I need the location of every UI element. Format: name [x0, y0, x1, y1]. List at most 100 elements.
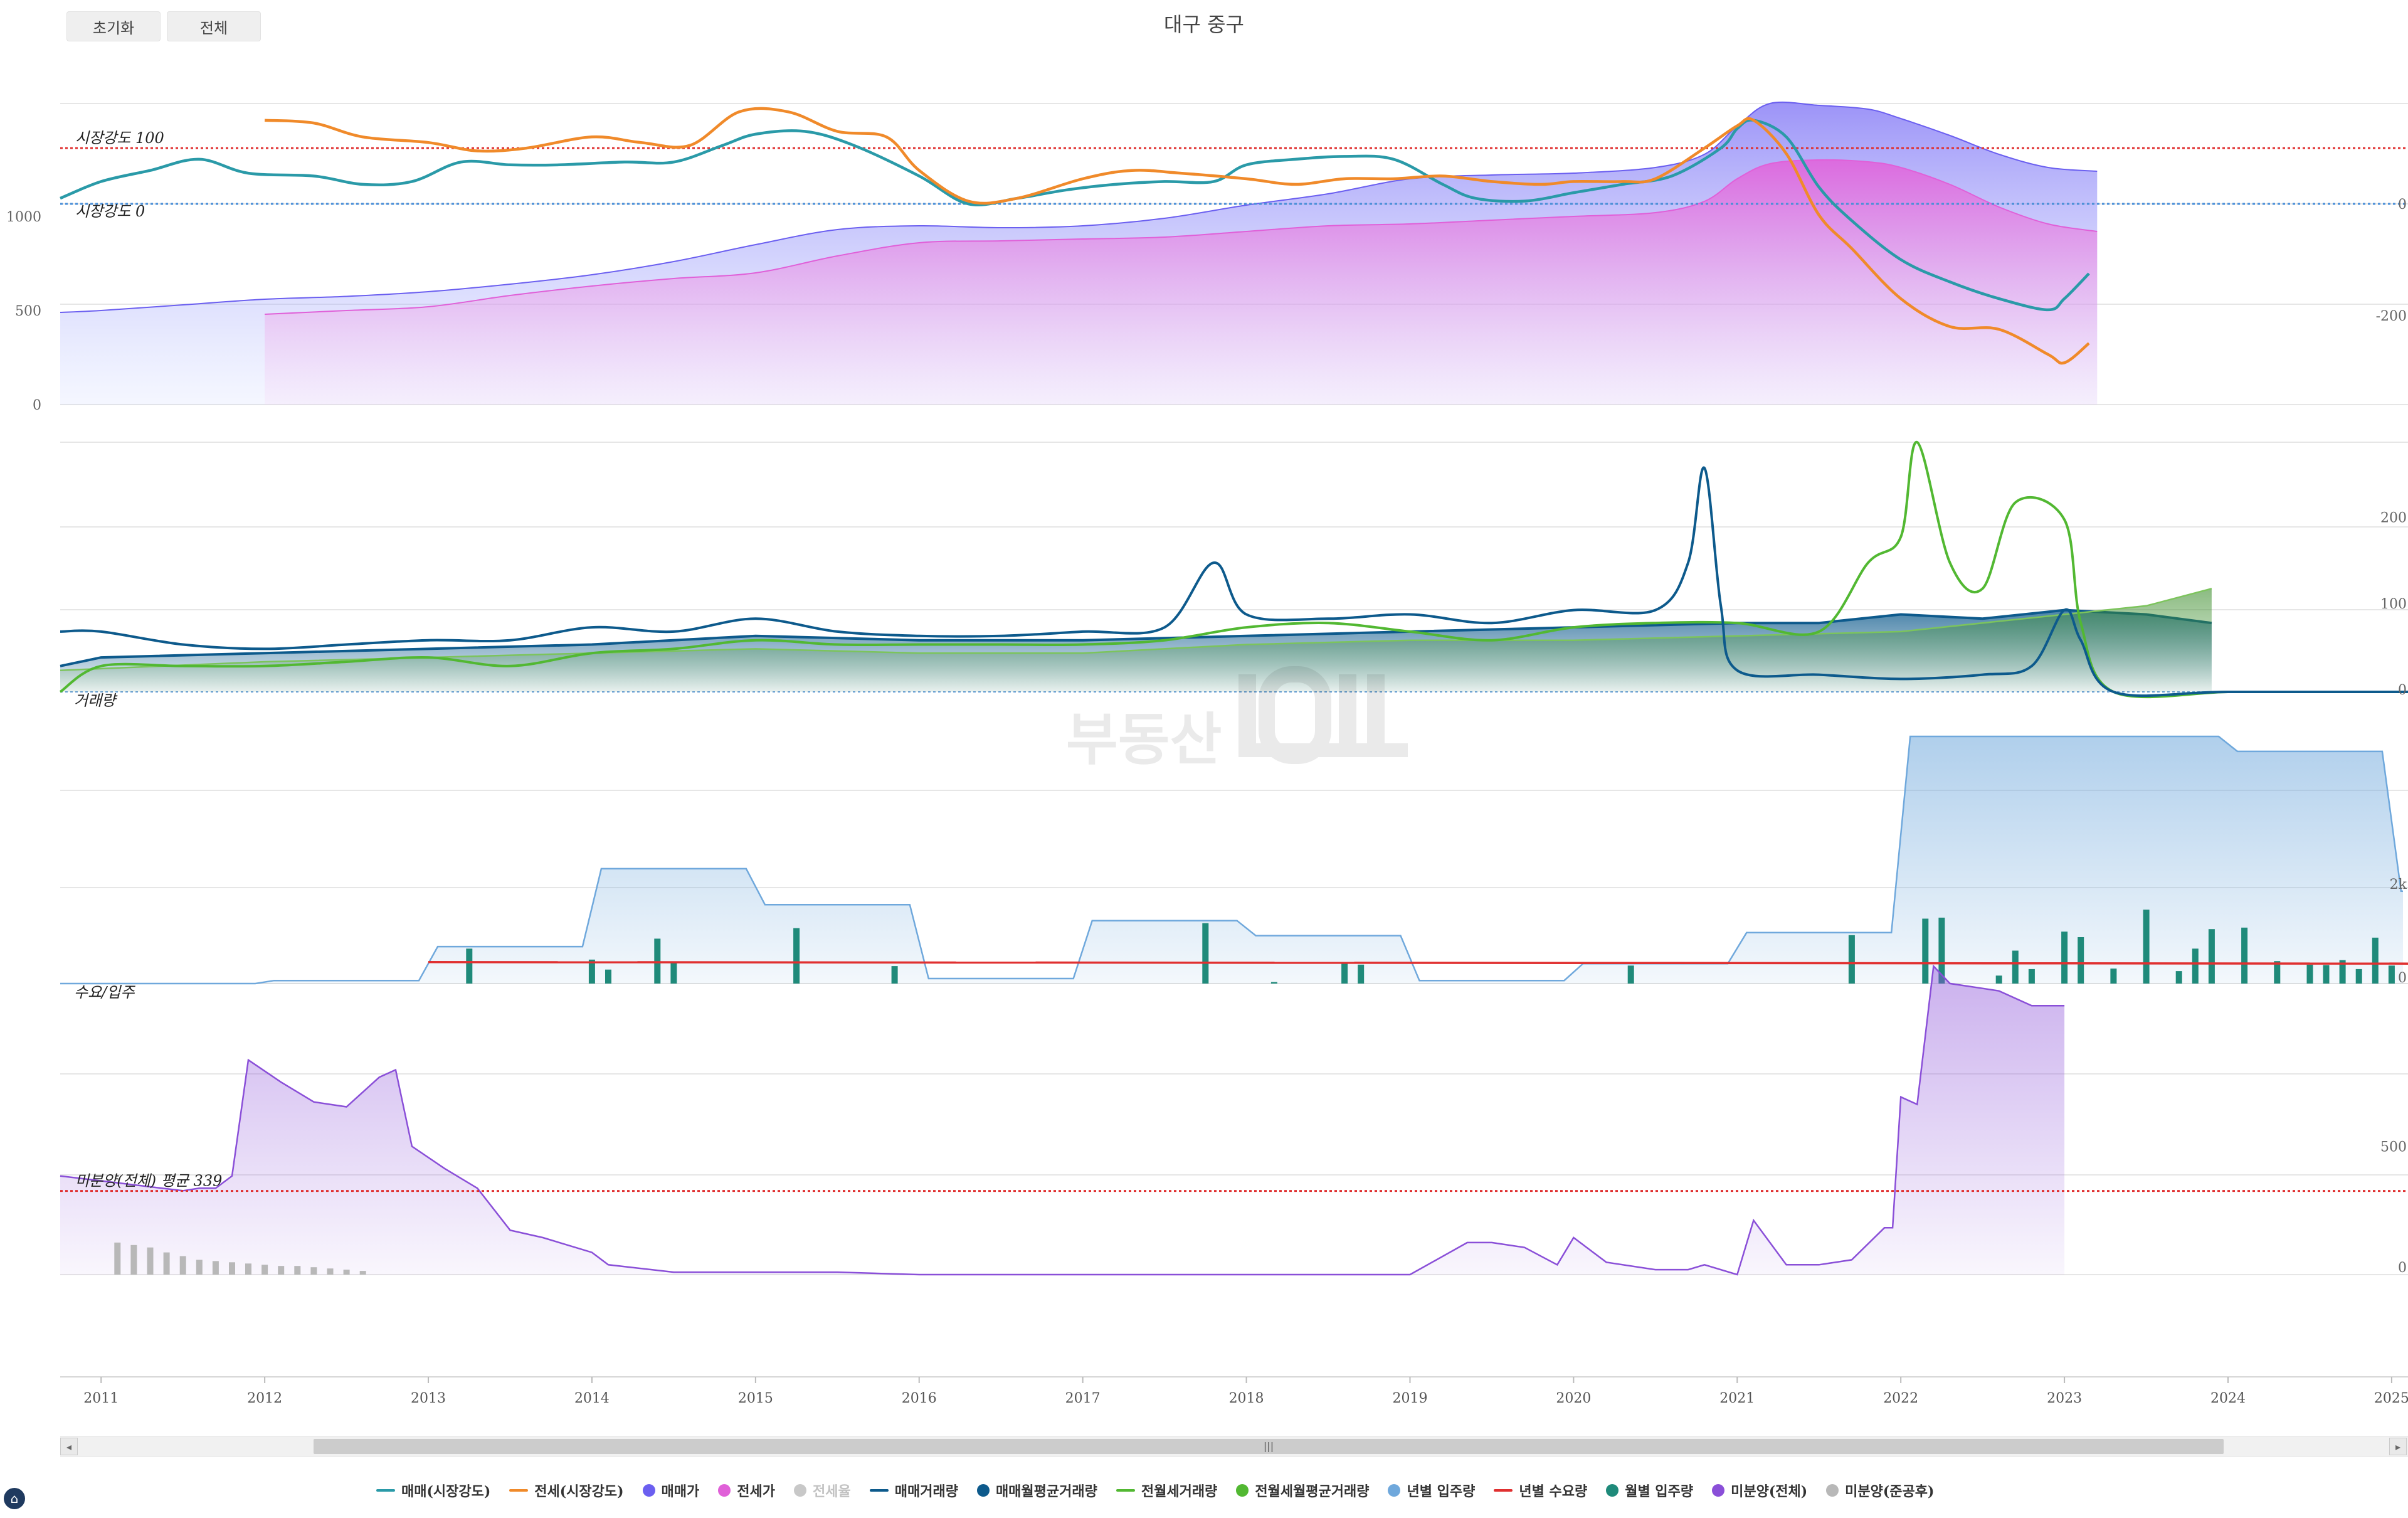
- unsold-completed-bar: [196, 1260, 203, 1275]
- legend-item[interactable]: 전월세거래량: [1116, 1480, 1217, 1500]
- scroll-left-arrow-icon[interactable]: ◂: [60, 1438, 78, 1455]
- monthly-supply-bar: [2355, 969, 2362, 984]
- legend-item[interactable]: 년별 수요량: [1494, 1480, 1587, 1500]
- x-tick-label: 2012: [247, 1391, 282, 1406]
- yearly-supply-line: [60, 735, 2403, 985]
- monthly-supply-bar: [2012, 950, 2019, 984]
- supply-panel-label: 수요/입주: [74, 984, 135, 1001]
- supply-panel: [60, 735, 2408, 985]
- legend-item[interactable]: 전세가: [718, 1480, 775, 1500]
- reset-button[interactable]: 초기화: [66, 11, 161, 41]
- monthly-supply-bar: [654, 938, 661, 984]
- legend-item[interactable]: 매매가: [642, 1480, 700, 1500]
- price-panel: [60, 101, 2408, 405]
- legend-label: 전월세거래량: [1141, 1484, 1218, 1500]
- legend-label: 전세율: [813, 1484, 851, 1500]
- monthly-supply-bar: [793, 928, 800, 984]
- x-tick-label: 2013: [411, 1391, 446, 1406]
- legend-item[interactable]: 년별 입주량: [1388, 1480, 1475, 1500]
- monthly-supply-bar: [588, 959, 595, 984]
- legend-item[interactable]: 미분양(준공후): [1826, 1480, 1934, 1500]
- x-tick-label: 2024: [2210, 1391, 2246, 1406]
- scrollbar-thumb[interactable]: |||: [314, 1439, 2224, 1454]
- monthly-supply-bar: [891, 966, 898, 984]
- legend-label: 년별 수요량: [1519, 1484, 1588, 1500]
- watermark: 부동산: [1066, 666, 1408, 773]
- legend-dot-icon: [794, 1484, 806, 1497]
- monthly-supply-bar: [2078, 937, 2084, 984]
- legend-label: 미분양(준공후): [1845, 1484, 1935, 1500]
- legend-dot-icon: [1236, 1484, 1249, 1497]
- unsold-completed-bar: [327, 1268, 334, 1275]
- legend-item[interactable]: 전세(시장강도): [509, 1480, 624, 1500]
- volume-panel-label: 거래량: [74, 692, 118, 709]
- legend-dot-icon: [1712, 1484, 1725, 1497]
- x-tick-label: 2016: [902, 1391, 937, 1406]
- x-tick-label: 2022: [1883, 1391, 1918, 1406]
- monthly-supply-bar: [605, 969, 611, 984]
- monthly-supply-bar: [2175, 971, 2182, 984]
- unsold-average-label: 미분양(전체) 평균 339: [75, 1172, 222, 1190]
- monthly-supply-bar: [1341, 963, 1348, 984]
- legend-dot-icon: [642, 1484, 655, 1497]
- unsold-completed-bar: [294, 1266, 301, 1275]
- monthly-supply-bar: [1995, 975, 2002, 984]
- unsold-completed-bar: [179, 1256, 186, 1275]
- x-tick-label: 2020: [1556, 1391, 1591, 1406]
- legend-label: 전월세월평균거래량: [1255, 1484, 1370, 1500]
- brand-logo-icon: ⌂: [4, 1488, 25, 1509]
- price-left-tick: 0: [33, 398, 41, 413]
- monthly-supply-bar: [2192, 948, 2199, 984]
- monthly-supply-bar: [2339, 960, 2346, 984]
- legend-line-icon: [869, 1489, 889, 1492]
- monthly-supply-bar: [2110, 969, 2117, 984]
- volume-right-tick: 0: [2398, 682, 2407, 698]
- legend-line-icon: [376, 1489, 395, 1492]
- legend-label: 매매가: [661, 1484, 700, 1500]
- sale-price-line: [60, 101, 2098, 313]
- supply-right-tick: 0: [2398, 970, 2407, 986]
- legend-line-icon: [1116, 1489, 1135, 1492]
- monthly-supply-bar: [1627, 965, 1634, 984]
- legend-item[interactable]: 매매월평균거래량: [976, 1480, 1097, 1500]
- legend-item[interactable]: 미분양(전체): [1712, 1480, 1807, 1500]
- monthly-supply-bar: [2143, 910, 2150, 984]
- unsold-completed-bar: [163, 1252, 170, 1275]
- x-tick-label: 2014: [574, 1391, 610, 1406]
- range-scrollbar[interactable]: |||: [60, 1436, 2408, 1457]
- svg-text:부동산: 부동산: [1066, 707, 1222, 773]
- volume-right-tick: 100: [2380, 597, 2407, 612]
- scroll-right-arrow-icon[interactable]: ▸: [2389, 1438, 2407, 1455]
- legend-item[interactable]: 매매거래량: [869, 1480, 958, 1500]
- legend-item[interactable]: 전월세월평균거래량: [1236, 1480, 1369, 1500]
- legend-item[interactable]: 전세율: [794, 1480, 851, 1500]
- unsold-completed-bar: [343, 1270, 350, 1275]
- supply-right-tick: 2k: [2390, 877, 2407, 893]
- jeonse-volume-line: [59, 440, 2408, 699]
- x-tick-label: 2021: [1719, 1391, 1755, 1406]
- unsold-completed-bar: [261, 1265, 268, 1275]
- unsold-right-tick: 500: [2380, 1139, 2407, 1155]
- monthly-supply-bar: [1270, 982, 1277, 984]
- all-range-button[interactable]: 전체: [167, 11, 261, 41]
- ref-label-strength-0: 시장강도 0: [75, 203, 145, 220]
- unsold-completed-bar: [114, 1242, 121, 1275]
- legend-item[interactable]: 매매(시장강도): [376, 1480, 490, 1500]
- x-tick-label: 2019: [1392, 1391, 1427, 1406]
- legend-label: 전세가: [737, 1484, 775, 1500]
- monthly-supply-bar: [2208, 929, 2215, 984]
- yearly-demand-line: [428, 961, 2408, 965]
- chart-title: 대구 중구: [1164, 13, 1244, 36]
- legend-label: 년별 입주량: [1407, 1484, 1476, 1500]
- price-right-tick: 0: [2398, 197, 2407, 213]
- monthly-supply-bar: [2274, 961, 2281, 984]
- jeonse-price-area: [265, 159, 2098, 405]
- monthly-supply-bar: [2306, 964, 2313, 984]
- unsold-panel: [60, 964, 2408, 1276]
- legend-item[interactable]: 월별 입주량: [1606, 1480, 1693, 1500]
- monthly-supply-bar: [2028, 969, 2035, 984]
- legend-label: 매매거래량: [894, 1484, 958, 1500]
- monthly-supply-bar: [2388, 965, 2395, 984]
